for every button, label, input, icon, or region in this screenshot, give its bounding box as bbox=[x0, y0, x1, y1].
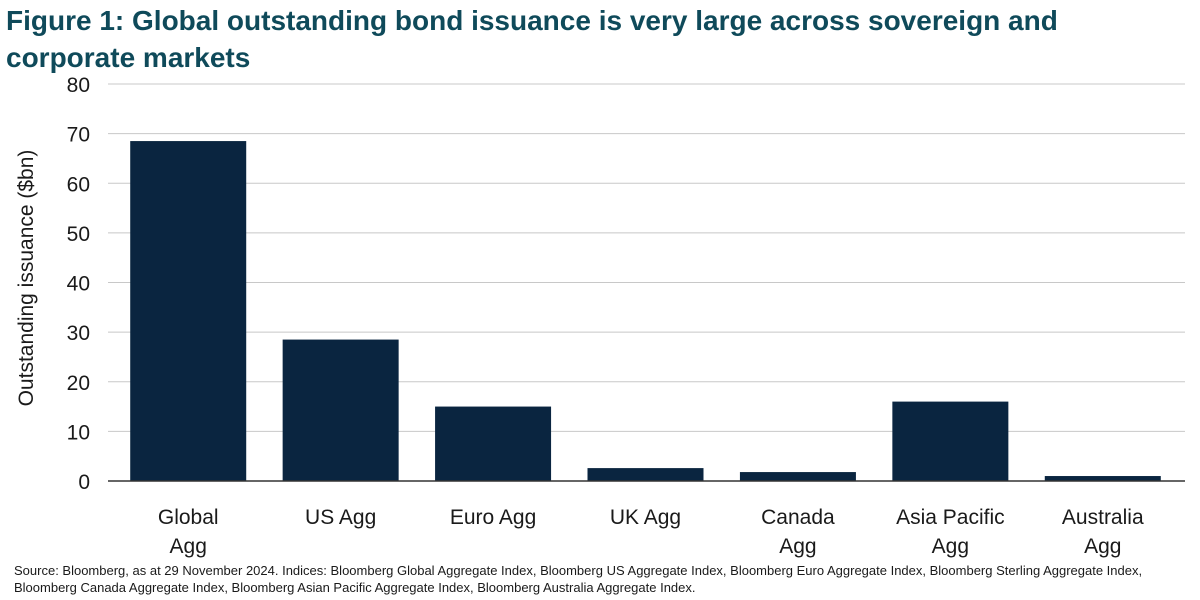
x-tick-label: Australia bbox=[1062, 506, 1144, 529]
x-tick-label: Euro Agg bbox=[450, 506, 536, 529]
bar bbox=[587, 468, 704, 481]
y-tick-label: 80 bbox=[67, 74, 90, 97]
x-axis-ticks: Global Agg US Agg Euro Agg UK Agg Canada Agg As… bbox=[158, 506, 1144, 558]
x-tick-label: Asia Pacific bbox=[896, 506, 1005, 529]
bar-chart: 0 10 20 30 40 50 60 70 80 Global Agg US Agg Euro Ag… bbox=[15, 74, 1185, 558]
y-tick-label: 60 bbox=[67, 173, 90, 196]
y-tick-label: 70 bbox=[67, 124, 90, 147]
x-tick-label: Canada bbox=[761, 506, 835, 529]
gridlines bbox=[108, 83, 1185, 432]
y-axis-ticks: 0 10 20 30 40 50 60 70 80 bbox=[67, 74, 90, 494]
y-tick-label: 10 bbox=[67, 421, 90, 444]
y-tick-label: 50 bbox=[67, 223, 90, 246]
x-tick-label: Agg bbox=[170, 535, 207, 558]
source-note: Source: Bloomberg, as at 29 November 202… bbox=[14, 563, 1143, 595]
y-tick-label: 20 bbox=[67, 372, 90, 395]
bar bbox=[1044, 476, 1161, 481]
chart-title: Figure 1: Global outstanding bond issuan… bbox=[6, 5, 1058, 73]
y-axis-label: Outstanding issuance ($bn) bbox=[15, 150, 38, 407]
bar bbox=[892, 401, 1009, 481]
bar bbox=[282, 339, 399, 481]
x-tick-label: Global bbox=[158, 506, 219, 529]
x-tick-label: US Agg bbox=[305, 506, 376, 529]
bars bbox=[130, 141, 1161, 481]
bar bbox=[130, 141, 247, 481]
y-tick-label: 30 bbox=[67, 322, 90, 345]
x-tick-label: Agg bbox=[932, 535, 969, 558]
y-tick-label: 40 bbox=[67, 273, 90, 296]
x-tick-label: Agg bbox=[779, 535, 816, 558]
y-tick-label: 0 bbox=[78, 471, 90, 494]
bar bbox=[739, 472, 856, 481]
bar bbox=[435, 406, 552, 481]
x-tick-label: Agg bbox=[1084, 535, 1121, 558]
x-tick-label: UK Agg bbox=[610, 506, 681, 529]
